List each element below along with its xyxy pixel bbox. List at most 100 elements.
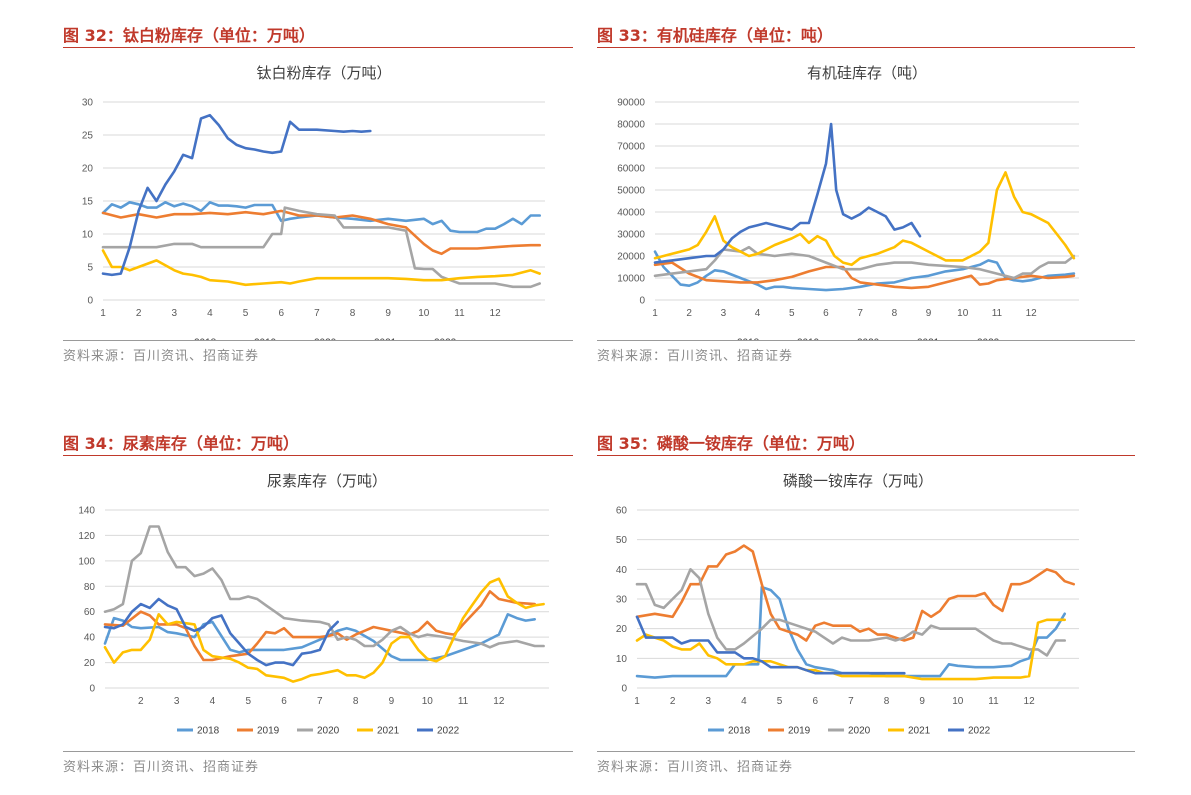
series-line-2021 <box>653 171 1076 267</box>
x-tick-label: 10 <box>952 696 964 707</box>
source-note: 资料来源：百川资讯、招商证券 <box>63 760 260 775</box>
y-tick-label: 10000 <box>617 274 645 285</box>
x-tick-label: 9 <box>389 696 395 707</box>
x-tick-label: 5 <box>245 696 251 707</box>
x-tick-label: 6 <box>812 696 818 707</box>
source-rule <box>597 340 1135 341</box>
source-note: 资料来源：百川资讯、招商证券 <box>63 349 260 364</box>
x-tick-label: 5 <box>243 308 249 319</box>
x-tick-label: 12 <box>1026 308 1038 319</box>
x-tick-label: 10 <box>957 308 969 319</box>
source-rule <box>597 751 1135 752</box>
x-tick-label: 6 <box>281 696 287 707</box>
series-line-2019 <box>635 544 1076 642</box>
y-tick-label: 100 <box>78 556 95 567</box>
y-tick-label: 10 <box>616 654 628 665</box>
y-tick-label: 80 <box>84 582 96 593</box>
y-tick-label: 30 <box>616 595 628 606</box>
series-line-2020 <box>103 525 545 649</box>
legend-label: 2019 <box>788 726 811 737</box>
x-tick-label: 3 <box>172 308 178 319</box>
y-tick-label: 20 <box>616 624 628 635</box>
x-tick-label: 9 <box>919 696 925 707</box>
legend-label: 2020 <box>857 338 880 341</box>
x-tick-label: 8 <box>884 696 890 707</box>
legend-label: 2018 <box>194 338 217 341</box>
chart-title: 有机硅库存（吨） <box>807 65 927 82</box>
legend-label: 2021 <box>377 726 400 737</box>
y-tick-label: 40 <box>84 633 96 644</box>
y-tick-label: 5 <box>87 263 93 274</box>
x-tick-label: 5 <box>789 308 795 319</box>
y-tick-label: 20000 <box>617 252 645 263</box>
x-tick-label: 12 <box>490 308 502 319</box>
series-line-2021 <box>101 249 542 287</box>
source-rule <box>63 340 573 341</box>
x-tick-label: 3 <box>721 308 727 319</box>
legend-label: 2020 <box>848 726 871 737</box>
figure-panel-32: 图 32：钛白粉库存（单位：万吨） 钛白粉库存（万吨） 0 5 10 15 20 25 30 1… <box>63 22 573 368</box>
y-tick-label: 0 <box>621 684 627 695</box>
x-tick-label: 8 <box>350 308 356 319</box>
y-tick-label: 10 <box>82 230 94 241</box>
y-tick-label: 80000 <box>617 120 645 131</box>
legend-label: 2020 <box>317 726 340 737</box>
series-line-2018 <box>103 613 537 662</box>
figure-panel-34: 图 34：尿素库存（单位：万吨） 尿素库存（万吨） 0 20 40 60 80 100 120… <box>63 430 573 780</box>
series-line-2022 <box>101 113 372 277</box>
legend-label: 2020 <box>314 338 337 341</box>
x-tick-label: 7 <box>317 696 323 707</box>
series-line-2022 <box>635 615 906 675</box>
title-rule <box>597 47 1135 48</box>
legend-label: 2021 <box>917 338 940 341</box>
legend-label: 2022 <box>434 338 457 341</box>
title-rule <box>63 47 573 48</box>
x-tick-label: 2 <box>138 696 144 707</box>
x-tick-label: 1 <box>634 696 640 707</box>
legend-label: 2019 <box>797 338 820 341</box>
y-tick-label: 30 <box>82 98 94 109</box>
series-line-2020 <box>101 206 542 289</box>
x-tick-label: 8 <box>892 308 898 319</box>
series-line-2018 <box>101 201 542 234</box>
y-tick-label: 50000 <box>617 186 645 197</box>
legend-label: 2018 <box>728 726 751 737</box>
y-tick-label: 120 <box>78 531 95 542</box>
series-line-2019 <box>653 261 1076 290</box>
source-rule <box>63 751 573 752</box>
y-tick-label: 60 <box>616 506 628 517</box>
chart-svg: 有机硅库存（吨） 0 10000 20000 30000 40000 50000 60000 7… <box>617 65 1079 341</box>
legend-label: 2019 <box>257 726 280 737</box>
x-tick-label: 6 <box>823 308 829 319</box>
series-line-2020 <box>635 568 1067 657</box>
series-line-2020 <box>653 245 1076 280</box>
y-tick-label: 140 <box>78 506 95 517</box>
y-tick-label: 90000 <box>617 98 645 109</box>
y-tick-label: 20 <box>84 658 96 669</box>
x-tick-label: 8 <box>353 696 359 707</box>
legend-label: 2021 <box>908 726 931 737</box>
x-tick-label: 4 <box>755 308 761 319</box>
x-tick-label: 11 <box>988 696 999 707</box>
x-tick-label: 11 <box>454 308 465 319</box>
y-tick-label: 20 <box>82 164 94 175</box>
x-tick-label: 9 <box>926 308 932 319</box>
y-tick-label: 30000 <box>617 230 645 241</box>
chart-title: 尿素库存（万吨） <box>267 473 387 490</box>
series-line-2018 <box>635 585 1067 679</box>
x-tick-label: 3 <box>174 696 180 707</box>
x-tick-label: 4 <box>210 696 216 707</box>
x-tick-label: 5 <box>777 696 783 707</box>
figure-panel-33: 图 33：有机硅库存（单位：吨） 有机硅库存（吨） 0 10000 20000 3000… <box>597 22 1135 368</box>
legend-label: 2022 <box>977 338 1000 341</box>
x-tick-label: 6 <box>278 308 284 319</box>
y-tick-label: 50 <box>616 535 628 546</box>
figure-label: 图 35：磷酸一铵库存（单位：万吨） <box>597 434 865 453</box>
y-tick-label: 0 <box>639 296 645 307</box>
legend-label: 2021 <box>374 338 397 341</box>
x-tick-label: 1 <box>100 308 106 319</box>
x-tick-label: 11 <box>992 308 1003 319</box>
series-line-2021 <box>103 577 545 683</box>
figure-panel-35: 图 35：磷酸一铵库存（单位：万吨） 磷酸一铵库存（万吨） 0 10 20 30 40 50… <box>597 430 1135 780</box>
